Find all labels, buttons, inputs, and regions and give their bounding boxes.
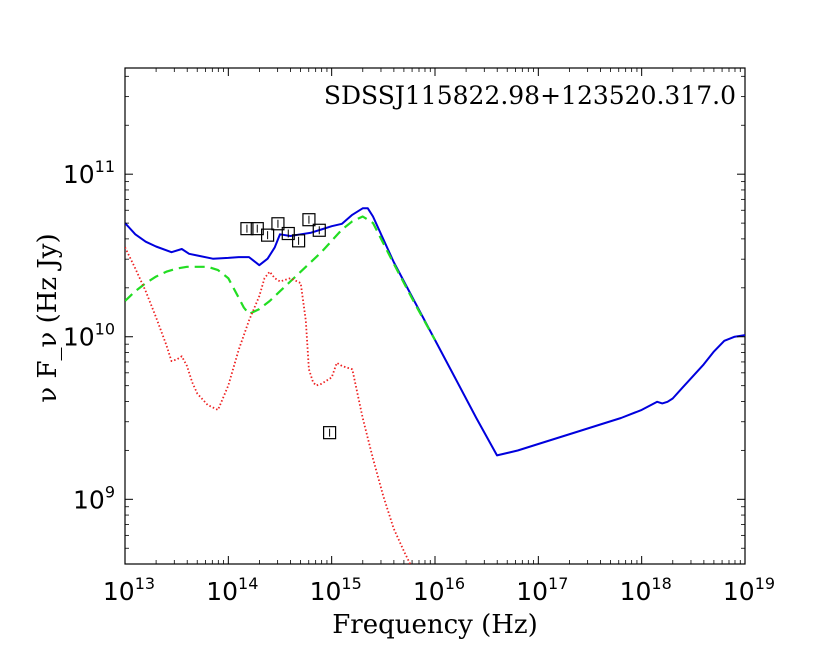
- x-axis-label: Frequency (Hz): [332, 610, 538, 640]
- plot-frame: [124, 67, 746, 565]
- marker-layer: [240, 213, 337, 440]
- y-tick-label: 109: [73, 482, 115, 514]
- y-tick-label: 1010: [63, 320, 115, 352]
- observation-marker: [240, 222, 254, 236]
- x-tick-label: 1015: [310, 574, 362, 606]
- series-line-host-galaxy: [125, 246, 412, 564]
- x-tick-label: 1016: [413, 574, 465, 606]
- x-tick-label: 1018: [620, 574, 672, 606]
- x-tick-label: 1013: [103, 574, 155, 606]
- tick-layer: [124, 68, 746, 565]
- observation-marker: [292, 234, 306, 248]
- x-tick-label: 1019: [723, 574, 775, 606]
- series-line-disk-component: [125, 215, 436, 341]
- x-tick-label: 1014: [206, 574, 258, 606]
- observation-marker: [302, 213, 316, 227]
- series-layer: [125, 207, 745, 564]
- observation-marker: [281, 226, 295, 241]
- observation-marker: [312, 223, 326, 237]
- label-layer: 1013 1014 1015 1016 1017 1018 1019 109 1010 1011: [63, 157, 775, 606]
- observation-marker: [261, 228, 275, 242]
- observation-marker: [271, 217, 285, 231]
- observation-marker: [323, 426, 337, 440]
- y-tick-label: 1011: [63, 157, 115, 189]
- series-line-total-model: [125, 207, 745, 457]
- x-tick-label: 1017: [516, 574, 568, 606]
- y-axis-label: ν F_ν (Hz Jy): [33, 233, 63, 402]
- chart-title: SDSSJ115822.98+123520.317.0: [324, 81, 736, 110]
